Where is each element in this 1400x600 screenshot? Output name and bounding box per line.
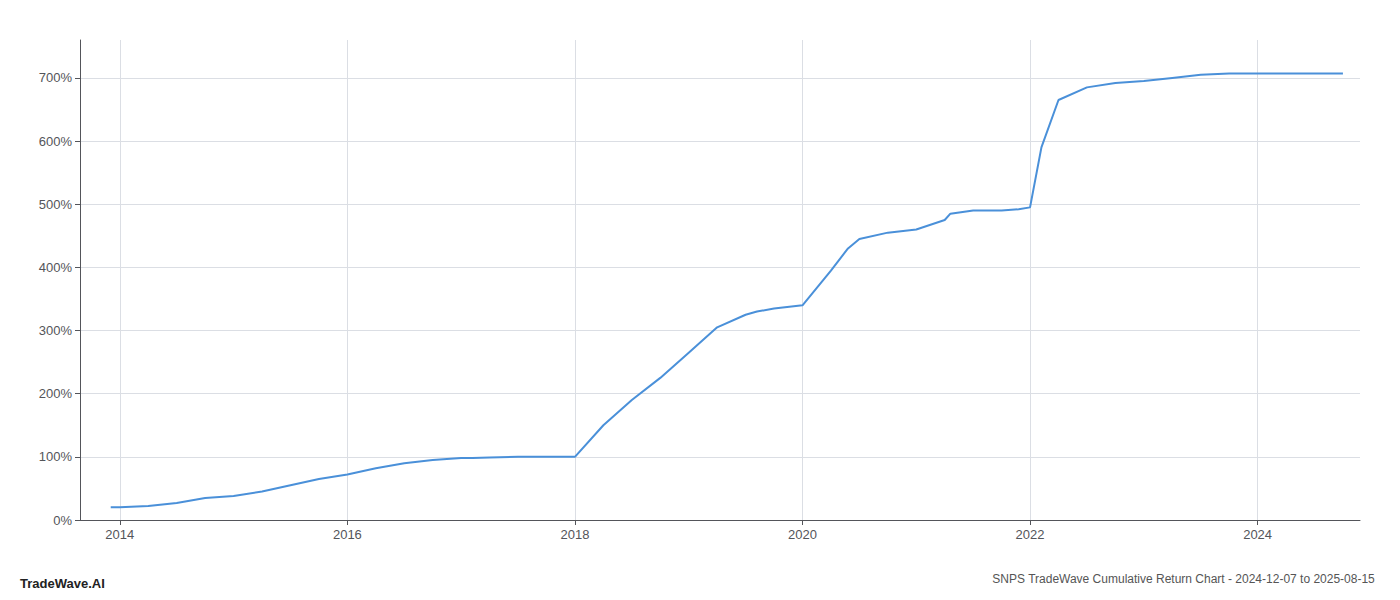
svg-text:2024: 2024 [1243, 527, 1272, 542]
svg-text:2018: 2018 [560, 527, 589, 542]
svg-text:SNPS TradeWave Cumulative Retu: SNPS TradeWave Cumulative Return Chart -… [992, 572, 1375, 586]
svg-text:2022: 2022 [1016, 527, 1045, 542]
svg-text:2020: 2020 [788, 527, 817, 542]
svg-text:700%: 700% [39, 70, 73, 85]
svg-text:2016: 2016 [333, 527, 362, 542]
svg-text:300%: 300% [39, 323, 73, 338]
svg-text:TradeWave.AI: TradeWave.AI [20, 576, 105, 591]
svg-text:100%: 100% [39, 449, 73, 464]
svg-text:200%: 200% [39, 386, 73, 401]
svg-text:400%: 400% [39, 260, 73, 275]
svg-text:0%: 0% [53, 513, 72, 528]
svg-text:500%: 500% [39, 197, 73, 212]
svg-text:600%: 600% [39, 134, 73, 149]
svg-text:2014: 2014 [105, 527, 134, 542]
